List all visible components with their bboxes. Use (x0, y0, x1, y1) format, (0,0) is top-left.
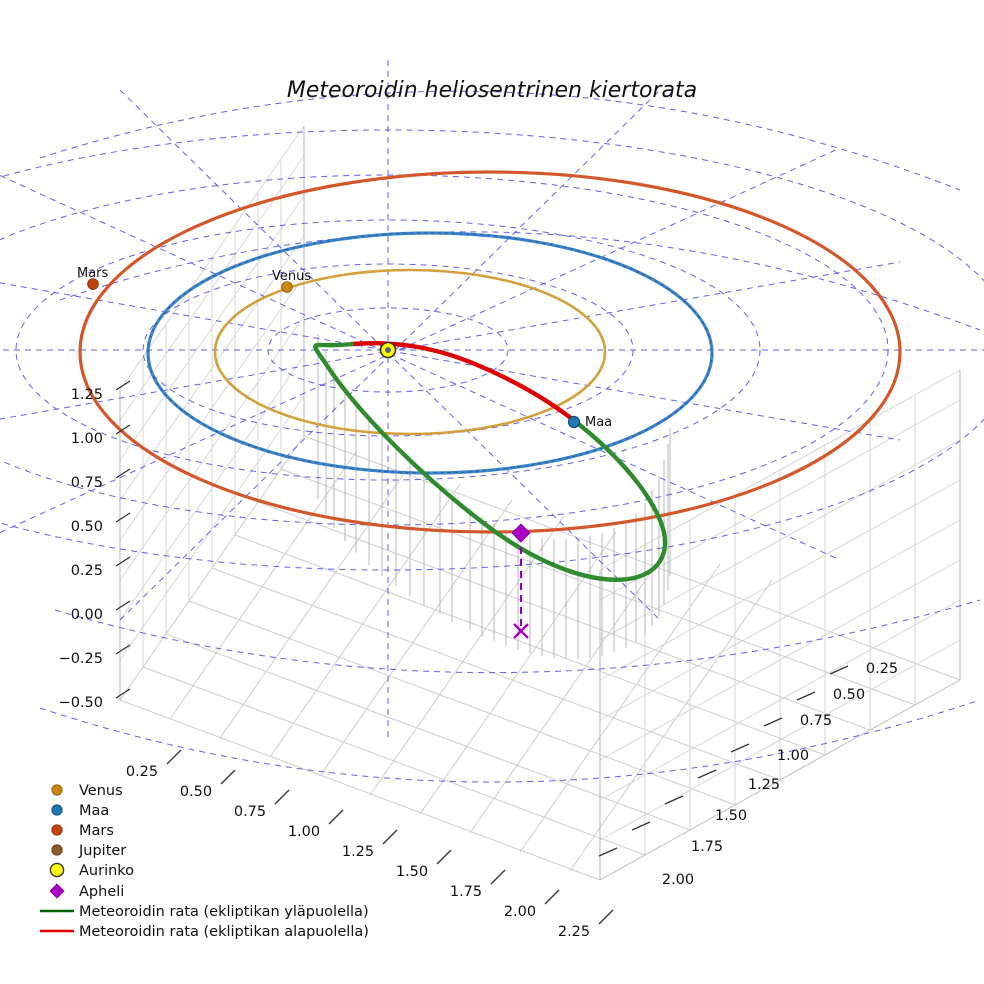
y-axis-tick-labels: 1.25 1.00 0.75 0.50 0.25 0.00 −0.25 −0.5… (59, 387, 103, 711)
xl-tick-5: 1.50 (396, 864, 428, 880)
xr-tick-0: 0.25 (866, 661, 898, 677)
xr-tick-2: 0.75 (800, 713, 832, 729)
legend-marker-aurinko (49, 862, 65, 878)
legend-item-apheli[interactable]: Apheli (49, 883, 124, 900)
right-wall-grid (599, 369, 961, 880)
marker-maa (567, 415, 581, 429)
xr-tick-1: 0.50 (833, 687, 865, 703)
y-tick-2: 0.75 (71, 475, 103, 491)
y-tick-1: 1.00 (71, 431, 103, 447)
legend-label-apheli: Apheli (79, 884, 124, 900)
marker-aurinko (379, 341, 397, 359)
xl-tick-7: 2.00 (504, 904, 536, 920)
legend-label-aurinko: Aurinko (79, 863, 134, 879)
y-tick-3: 0.50 (71, 519, 103, 535)
legend-marker-mars (51, 824, 63, 836)
legend-label-maa: Maa (79, 803, 109, 819)
xl-tick-2: 0.75 (234, 804, 266, 820)
y-tick-7: −0.50 (59, 695, 103, 711)
x-right-axis-ticks (598, 665, 849, 857)
label-maa: Maa (585, 415, 612, 430)
y-tick-4: 0.25 (71, 563, 103, 579)
legend-label-venus: Venus (79, 783, 123, 799)
marker-mars (87, 278, 99, 290)
legend-item-venus[interactable]: Venus (51, 783, 123, 799)
legend-item-orbit-above[interactable]: Meteoroidin rata (ekliptikan yläpuolella… (40, 904, 369, 920)
y-tick-6: −0.25 (59, 651, 103, 667)
x-left-axis-ticks (166, 749, 614, 925)
legend: Venus Maa Mars Jupiter Aurinko Apheli (40, 783, 369, 940)
legend-label-orbit-below: Meteoroidin rata (ekliptikan alapuolella… (79, 924, 369, 940)
legend-label-jupiter: Jupiter (78, 843, 126, 859)
orbit-mars (78, 170, 902, 534)
legend-item-aurinko[interactable]: Aurinko (49, 862, 134, 879)
legend-label-orbit-above: Meteoroidin rata (ekliptikan yläpuolella… (79, 904, 369, 920)
legend-label-mars: Mars (79, 823, 114, 839)
legend-item-jupiter[interactable]: Jupiter (51, 843, 127, 859)
orbit-droplines (317, 334, 671, 659)
legend-item-mars[interactable]: Mars (51, 823, 114, 839)
xl-tick-1: 0.50 (180, 784, 212, 800)
legend-marker-apheli (49, 883, 65, 899)
legend-marker-jupiter (51, 844, 63, 856)
orbit-venus (213, 268, 607, 436)
xl-tick-4: 1.25 (342, 844, 374, 860)
label-mars: Mars (77, 266, 109, 281)
y-tick-0: 1.25 (71, 387, 103, 403)
xr-tick-4: 1.25 (748, 777, 780, 793)
meteoroid-orbit-above-ecliptic (313, 341, 668, 582)
xl-tick-8: 2.25 (558, 924, 590, 940)
label-venus: Venus (272, 269, 311, 284)
marker-apheli-projection-x (513, 623, 529, 639)
marker-venus (281, 281, 293, 293)
legend-item-orbit-below[interactable]: Meteoroidin rata (ekliptikan alapuolella… (40, 924, 369, 940)
xl-tick-3: 1.00 (288, 824, 320, 840)
xl-tick-6: 1.75 (450, 884, 482, 900)
xl-tick-0: 0.25 (126, 764, 158, 780)
x-right-axis-tick-labels: 0.25 0.50 0.75 1.00 1.25 1.50 1.75 2.00 (662, 661, 898, 888)
box-grid (119, 125, 961, 881)
legend-marker-maa (51, 804, 63, 816)
y-axis-ticks (115, 380, 131, 699)
xr-tick-6: 1.75 (691, 839, 723, 855)
xr-tick-3: 1.00 (777, 748, 809, 764)
x-left-axis-tick-labels: 0.25 0.50 0.75 1.00 1.25 1.50 1.75 2.00 … (126, 764, 590, 940)
orbit-maa (146, 231, 714, 475)
xr-tick-5: 1.50 (715, 808, 747, 824)
page-title: Meteoroidin heliosentrinen kiertorata (287, 78, 697, 103)
xr-tick-7: 2.00 (662, 872, 694, 888)
y-tick-5: 0.00 (71, 607, 103, 623)
legend-marker-venus (51, 784, 63, 796)
legend-item-maa[interactable]: Maa (51, 803, 109, 819)
marker-apheli (511, 523, 531, 543)
